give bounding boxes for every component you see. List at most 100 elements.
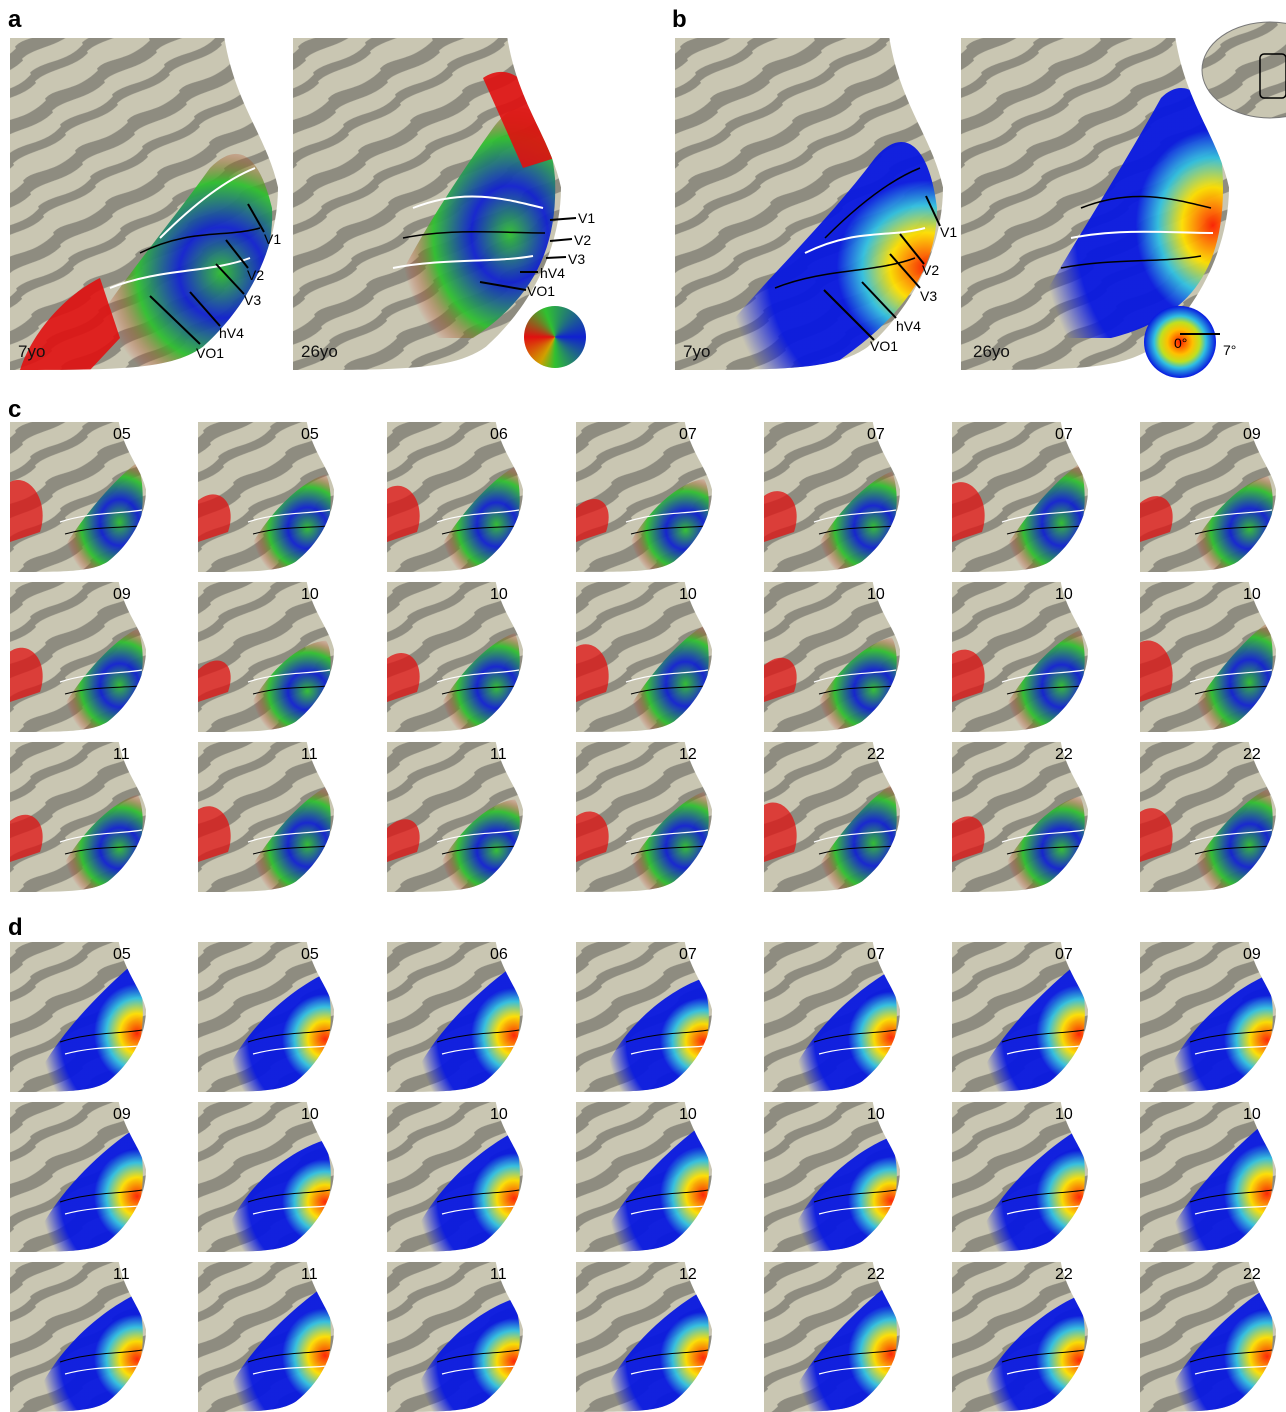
region-label-a-left-v2: V2: [247, 267, 265, 283]
brain-thumb-d-1: [10, 942, 146, 1092]
brain-thumb-c-16: [198, 742, 334, 892]
age-label-c-6: 07: [1055, 426, 1073, 443]
panel-letter-c: c: [8, 396, 22, 423]
panel-letter-a: a: [8, 6, 22, 33]
age-label-d-8: 09: [113, 1106, 131, 1123]
brain-thumb-d-3: [387, 942, 523, 1092]
age-label-c-19: 22: [867, 746, 885, 763]
brain-thumb-d-21: [1140, 1262, 1276, 1412]
brain-thumb-c-1: [10, 422, 146, 572]
age-label-d-20: 22: [1055, 1266, 1073, 1283]
age-label-c-15: 11: [113, 746, 130, 763]
brain-thumb-d-11: [576, 1102, 712, 1252]
brain-thumb-c-12: [764, 582, 900, 732]
brain-map-b-26yo: [961, 38, 1229, 370]
region-label-b-left-vo1: VO1: [870, 338, 899, 354]
whole-brain-inset: [1200, 10, 1286, 124]
age-label-c-7: 09: [1243, 426, 1261, 443]
brain-thumb-d-12: [764, 1102, 900, 1252]
brain-thumb-d-4: [576, 942, 712, 1092]
region-label-a-left-hv4: hV4: [219, 325, 244, 341]
brain-thumb-c-17: [387, 742, 523, 892]
brain-thumb-c-9: [198, 582, 334, 732]
age-label-d-9: 10: [301, 1106, 319, 1123]
brain-thumb-c-8: [10, 582, 146, 732]
brain-thumb-d-16: [198, 1262, 334, 1412]
age-label-a-right: 26yo: [301, 342, 338, 361]
brain-thumb-c-11: [576, 582, 712, 732]
age-label-d-3: 06: [490, 946, 508, 963]
age-label-d-5: 07: [867, 946, 885, 963]
age-label-c-10: 10: [490, 586, 508, 603]
region-label-b-left-v2: V2: [922, 262, 940, 278]
age-label-c-21: 22: [1243, 746, 1261, 763]
brain-thumb-d-10: [387, 1102, 523, 1252]
age-label-c-8: 09: [113, 586, 131, 603]
eccentricity-edge-label: 7°: [1223, 342, 1237, 358]
age-label-c-16: 11: [301, 746, 318, 763]
region-label-a-left-v3: V3: [244, 292, 262, 308]
age-label-c-11: 10: [679, 586, 697, 603]
eccentricity-radius-line: [1180, 333, 1220, 335]
brain-thumb-c-4: [576, 422, 712, 572]
age-label-c-12: 10: [867, 586, 885, 603]
brain-thumb-d-13: [952, 1102, 1088, 1252]
age-label-c-20: 22: [1055, 746, 1073, 763]
brain-map-a-7yo: [10, 38, 278, 370]
brain-thumb-c-20: [952, 742, 1088, 892]
age-label-b-left: 7yo: [683, 342, 711, 361]
polar-angle-legend: [524, 306, 586, 368]
region-label-a-right-v3: V3: [568, 251, 586, 267]
region-label-b-left-v3: V3: [920, 288, 938, 304]
brain-thumb-c-14: [1140, 582, 1276, 732]
age-label-d-21: 22: [1243, 1266, 1261, 1283]
brain-thumb-c-5: [764, 422, 900, 572]
brain-map-b-7yo: [675, 38, 943, 370]
age-label-d-11: 10: [679, 1106, 697, 1123]
brain-thumb-c-19: [764, 742, 900, 892]
region-label-a-right-hv4: hV4: [540, 265, 565, 281]
brain-thumb-c-18: [576, 742, 712, 892]
age-label-c-17: 11: [490, 746, 507, 763]
age-label-d-12: 10: [867, 1106, 885, 1123]
brain-thumb-c-3: [387, 422, 523, 572]
brain-thumb-c-6: [952, 422, 1088, 572]
brain-thumb-d-7: [1140, 942, 1276, 1092]
age-label-d-18: 12: [679, 1266, 697, 1283]
age-label-d-6: 07: [1055, 946, 1073, 963]
brain-thumb-c-2: [198, 422, 334, 572]
brain-thumb-d-6: [952, 942, 1088, 1092]
brain-thumb-d-2: [198, 942, 334, 1092]
brain-map-a-26yo: [293, 38, 561, 370]
brain-thumb-d-9: [198, 1102, 334, 1252]
region-label-a-right-v2: V2: [574, 232, 592, 248]
region-arrows-b-left: [823, 195, 941, 341]
age-label-c-2: 05: [301, 426, 319, 443]
eccentricity-center-label: 0°: [1174, 335, 1188, 351]
age-label-d-1: 05: [113, 946, 131, 963]
brain-thumb-c-7: [1140, 422, 1276, 572]
brain-thumb-d-5: [764, 942, 900, 1092]
age-label-d-15: 11: [113, 1266, 130, 1283]
region-label-b-left-v1: V1: [940, 224, 958, 240]
region-label-a-left-v1: V1: [264, 231, 282, 247]
age-label-c-1: 05: [113, 426, 131, 443]
age-label-a-left: 7yo: [18, 342, 46, 361]
age-label-d-13: 10: [1055, 1106, 1073, 1123]
brain-thumb-d-14: [1140, 1102, 1276, 1252]
age-label-c-13: 10: [1055, 586, 1073, 603]
age-label-d-16: 11: [301, 1266, 318, 1283]
panel-letter-b: b: [672, 6, 687, 33]
brain-thumb-d-18: [576, 1262, 712, 1412]
panel-letter-d: d: [8, 914, 23, 941]
age-label-d-2: 05: [301, 946, 319, 963]
age-label-d-14: 10: [1243, 1106, 1261, 1123]
brain-thumb-c-13: [952, 582, 1088, 732]
age-label-c-18: 12: [679, 746, 697, 763]
region-label-a-left-vo1: VO1: [196, 345, 225, 361]
brain-thumb-d-19: [764, 1262, 900, 1412]
brain-thumb-d-17: [387, 1262, 523, 1412]
region-arrows-a-left: [149, 203, 265, 345]
age-label-d-4: 07: [679, 946, 697, 963]
age-label-c-4: 07: [679, 426, 697, 443]
